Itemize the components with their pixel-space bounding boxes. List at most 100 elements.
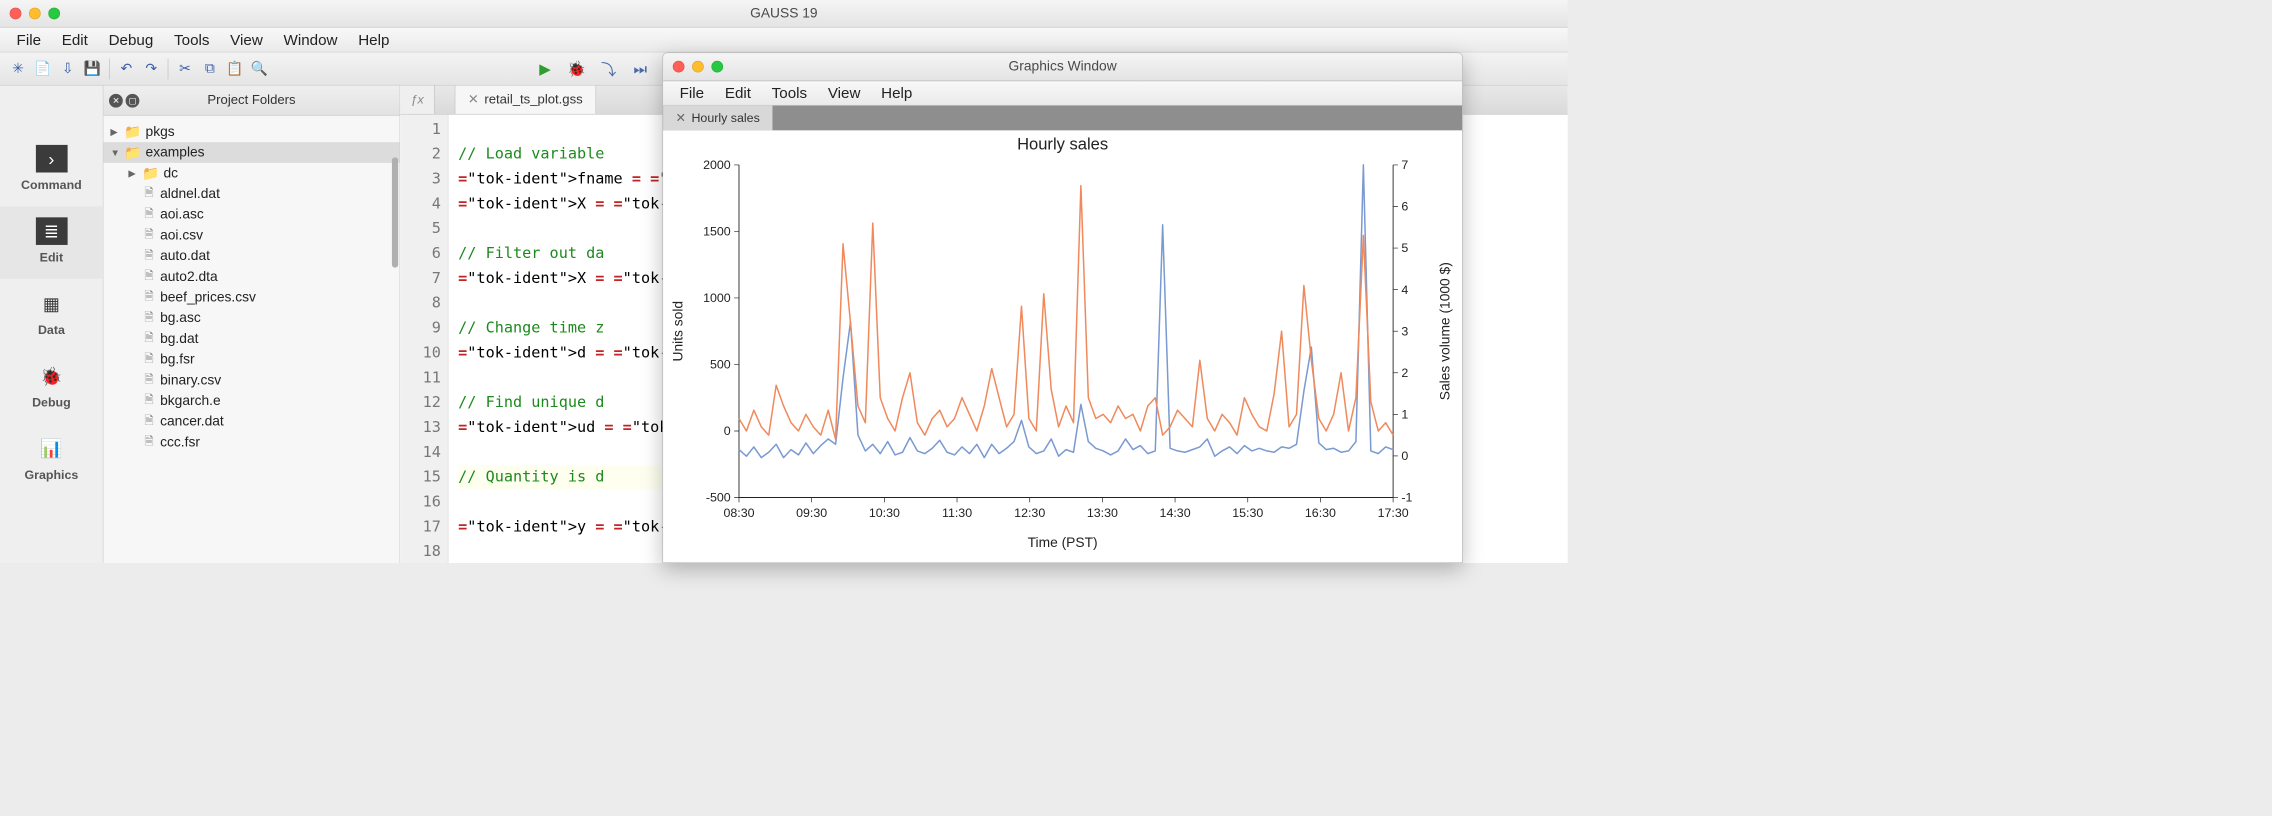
svg-text:15:30: 15:30	[1232, 506, 1263, 520]
run-icon[interactable]: ▶	[533, 56, 558, 81]
fx-indicator: ƒx	[400, 86, 435, 114]
import-icon[interactable]: ⇩	[55, 56, 80, 81]
svg-text:16:30: 16:30	[1305, 506, 1336, 520]
svg-text:0: 0	[724, 424, 731, 438]
tree-item-label: cancer.dat	[160, 414, 224, 430]
file-icon: 🗎	[142, 287, 156, 307]
vnav-debug[interactable]: 🐞 Debug	[0, 351, 103, 423]
svg-text:1500: 1500	[703, 225, 731, 239]
file-icon: 🗎	[142, 391, 156, 411]
tree-file[interactable]: 🗎ccc.fsr	[104, 432, 400, 453]
save-icon[interactable]: 💾	[80, 56, 105, 81]
tree-item-label: beef_prices.csv	[160, 289, 256, 305]
svg-text:-500: -500	[706, 491, 731, 505]
tree-item-label: bg.fsr	[160, 352, 195, 368]
file-icon: 🗎	[142, 205, 156, 225]
new-file-icon[interactable]: ✳	[6, 56, 31, 81]
gfx-menu-view[interactable]: View	[818, 81, 870, 104]
tree-item-label: aoi.csv	[160, 227, 203, 243]
tree-item-label: dc	[163, 165, 178, 181]
svg-text:1: 1	[1401, 407, 1408, 421]
tree-file[interactable]: 🗎bg.dat	[104, 328, 400, 349]
menu-window[interactable]: Window	[274, 28, 347, 51]
menu-file[interactable]: File	[7, 28, 51, 51]
step-icon[interactable]: ⤵	[596, 56, 621, 81]
svg-text:Time (PST): Time (PST)	[1028, 535, 1098, 550]
tree-file[interactable]: 🗎aoi.asc	[104, 204, 400, 225]
editor-tab-label: retail_ts_plot.gss	[484, 92, 582, 107]
svg-text:12:30: 12:30	[1014, 506, 1045, 520]
tree-file[interactable]: 🗎bg.asc	[104, 308, 400, 329]
undo-icon[interactable]: ↶	[114, 56, 139, 81]
tree-item-label: pkgs	[146, 124, 175, 140]
vnav-data[interactable]: ▦ Data	[0, 279, 103, 351]
svg-text:08:30: 08:30	[723, 506, 754, 520]
tree-folder[interactable]: ▶📁pkgs	[104, 121, 400, 142]
menu-debug[interactable]: Debug	[99, 28, 163, 51]
continue-icon[interactable]: ⏭	[628, 56, 653, 81]
graphics-window-title: Graphics Window	[663, 59, 1462, 75]
vnav-command[interactable]: › Command	[0, 134, 103, 206]
file-icon: 🗎	[142, 412, 156, 432]
project-tree[interactable]: ▶📁pkgs▼📁examples▶📁dc🗎aldnel.dat🗎aoi.asc🗎…	[104, 116, 400, 458]
tree-file[interactable]: 🗎auto2.dta	[104, 266, 400, 287]
data-icon: ▦	[36, 290, 68, 318]
panel-detach-icon[interactable]: ▢	[126, 93, 140, 107]
tree-file[interactable]: 🗎cancer.dat	[104, 411, 400, 432]
tree-item-label: auto2.dta	[160, 269, 218, 285]
tree-file[interactable]: 🗎auto.dat	[104, 246, 400, 267]
menu-view[interactable]: View	[221, 28, 273, 51]
svg-text:14:30: 14:30	[1160, 506, 1191, 520]
graphics-tab[interactable]: ✕ Hourly sales	[663, 106, 773, 131]
tree-scrollbar-thumb[interactable]	[392, 157, 398, 267]
svg-text:7: 7	[1401, 158, 1408, 172]
tree-item-label: aldnel.dat	[160, 186, 220, 202]
svg-text:Sales volume (1000 $): Sales volume (1000 $)	[1438, 262, 1453, 400]
debug-run-icon[interactable]: 🐞	[564, 56, 589, 81]
graphics-tabbar: ✕ Hourly sales	[663, 106, 1462, 131]
gfx-menu-help[interactable]: Help	[871, 81, 922, 104]
tree-file[interactable]: 🗎aoi.csv	[104, 225, 400, 246]
graphics-menubar: FileEditToolsViewHelp	[663, 81, 1462, 106]
file-icon: 🗎	[142, 246, 156, 266]
redo-icon[interactable]: ↷	[139, 56, 164, 81]
tree-file[interactable]: 🗎aldnel.dat	[104, 184, 400, 205]
search-icon[interactable]: 🔍	[247, 56, 272, 81]
menu-edit[interactable]: Edit	[52, 28, 97, 51]
gfx-menu-file[interactable]: File	[670, 81, 714, 104]
tree-item-label: examples	[146, 145, 205, 161]
plot-area: Hourly sales-5000500100015002000-1012345…	[663, 130, 1462, 562]
tree-folder[interactable]: ▼📁examples	[104, 142, 400, 163]
tree-file[interactable]: 🗎beef_prices.csv	[104, 287, 400, 308]
svg-text:11:30: 11:30	[942, 506, 972, 520]
paste-icon[interactable]: 📋	[222, 56, 247, 81]
debug-icon: 🐞	[36, 362, 68, 390]
menu-help[interactable]: Help	[349, 28, 400, 51]
panel-close-icon[interactable]: ✕	[109, 93, 123, 107]
tab-close-icon[interactable]: ✕	[468, 92, 479, 108]
vnav-edit[interactable]: ≣ Edit	[0, 206, 103, 278]
tab-close-icon[interactable]: ✕	[676, 111, 686, 125]
svg-text:6: 6	[1401, 200, 1408, 214]
svg-text:3: 3	[1401, 324, 1408, 338]
tree-file[interactable]: 🗎binary.csv	[104, 370, 400, 391]
file-icon: 🗎	[142, 370, 156, 390]
gfx-menu-tools[interactable]: Tools	[762, 81, 817, 104]
vnav-graphics[interactable]: 📊 Graphics	[0, 424, 103, 496]
cut-icon[interactable]: ✂	[173, 56, 198, 81]
svg-text:2000: 2000	[703, 158, 731, 172]
editor-tab[interactable]: ✕ retail_ts_plot.gss	[455, 86, 595, 114]
main-titlebar: GAUSS 19	[0, 0, 1568, 28]
open-file-icon[interactable]: 📄	[30, 56, 55, 81]
tree-file[interactable]: 🗎bg.fsr	[104, 349, 400, 370]
project-folders-title: Project Folders	[207, 93, 295, 108]
gfx-menu-edit[interactable]: Edit	[715, 81, 760, 104]
tree-folder[interactable]: ▶📁dc	[104, 163, 400, 184]
plot-svg: Hourly sales-5000500100015002000-1012345…	[663, 130, 1462, 558]
menu-tools[interactable]: Tools	[164, 28, 219, 51]
svg-text:09:30: 09:30	[796, 506, 827, 520]
copy-icon[interactable]: ⧉	[197, 56, 222, 81]
tree-file[interactable]: 🗎bkgarch.e	[104, 391, 400, 412]
tree-item-label: bg.dat	[160, 331, 198, 347]
svg-text:13:30: 13:30	[1087, 506, 1118, 520]
